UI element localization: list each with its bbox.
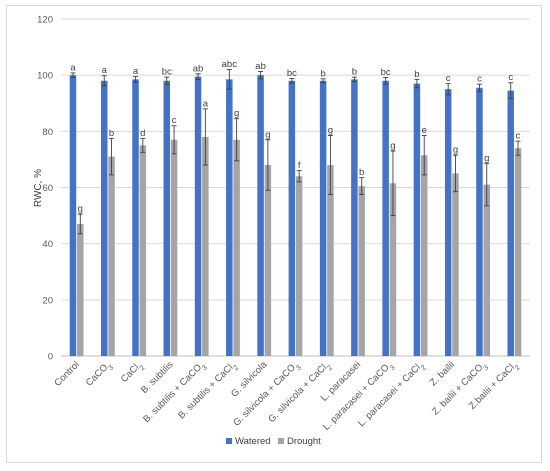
significance-letter: b (352, 67, 357, 78)
bar-drought (233, 139, 240, 356)
legend-label-watered: Watered (235, 436, 271, 447)
bar-watered (413, 83, 421, 356)
x-tick-text: Control (52, 359, 81, 388)
significance-letter: g (390, 140, 395, 151)
significance-letter: ab (193, 63, 204, 74)
y-axis-title: RWC, % (33, 169, 44, 207)
x-tick-subscript: 3 (482, 364, 490, 372)
bar-watered (444, 89, 452, 356)
legend: Watered Drought (226, 436, 321, 447)
x-tick-label: Control (52, 359, 81, 388)
bar-watered (101, 80, 108, 357)
x-tick-subscript: 3 (295, 364, 303, 372)
significance-letter: g (234, 108, 239, 119)
significance-letter: c (508, 72, 513, 83)
significance-letter: b (414, 69, 419, 80)
x-tick-subscript: 2 (420, 364, 428, 372)
bar-drought (514, 148, 522, 356)
significance-letter: c (446, 73, 451, 84)
significance-letter: c (172, 115, 177, 126)
x-tick-text: L. paracasei + CaCl (356, 362, 423, 429)
x-tick-subscript: 2 (138, 364, 146, 372)
legend-swatch-drought (278, 438, 284, 444)
y-tick-label: 0 (48, 352, 53, 363)
bar-watered (163, 80, 171, 357)
x-tick-label: CaCl2 (119, 359, 146, 386)
significance-letter: g (484, 153, 489, 164)
bar-watered (194, 76, 202, 356)
gridlines (61, 18, 530, 357)
significance-letter: e (422, 125, 427, 136)
bar-drought (202, 136, 209, 356)
x-tick-subscript: 2 (232, 364, 240, 372)
bar-drought (358, 186, 365, 356)
bar-drought (170, 139, 178, 356)
x-tick-label: Z. bailii (428, 359, 457, 388)
x-tick-subscript: 3 (201, 364, 209, 372)
bar-drought (483, 184, 490, 356)
x-tick-subscript: 2 (514, 364, 522, 372)
significance-letter: c (477, 74, 482, 85)
significance-letter: bc (381, 67, 391, 78)
significance-letter: a (133, 66, 139, 77)
bar-watered (69, 75, 77, 357)
significance-letter: b (109, 128, 114, 139)
significance-letter: a (203, 98, 209, 109)
y-tick-label: 80 (42, 127, 53, 138)
bar-watered (319, 80, 327, 357)
bar-drought (327, 165, 334, 356)
y-axis-ticks: 0 20 40 60 80 100 120 (37, 15, 53, 363)
bar-drought (77, 224, 84, 356)
bar-watered (132, 79, 139, 357)
significance-letter: c (516, 131, 521, 142)
legend-label-drought: Drought (287, 436, 321, 447)
significance-letter: abc (222, 59, 238, 70)
significance-letter: bc (287, 68, 297, 79)
bar-watered (226, 79, 233, 357)
y-tick-label: 40 (42, 239, 53, 250)
y-tick-label: 20 (42, 295, 53, 306)
significance-letter: ab (255, 61, 266, 72)
significance-letter: f (298, 160, 301, 171)
x-tick-text: CaCl (119, 362, 142, 385)
x-tick-subscript: 3 (107, 364, 115, 372)
significance-letter: g (265, 129, 270, 140)
y-tick-label: 60 (42, 183, 53, 194)
y-tick-label: 100 (37, 71, 53, 82)
bar-watered (382, 80, 389, 357)
bar-drought (139, 145, 147, 356)
bar-watered (476, 87, 483, 356)
significance-letter: a (70, 62, 76, 73)
significance-letter: d (140, 128, 145, 139)
x-tick-subscript: 2 (326, 364, 334, 372)
x-tick-text: CaCO (84, 362, 110, 388)
bar-drought (108, 156, 115, 356)
x-tick-text: Z. bailii (428, 359, 457, 388)
y-tick-label: 120 (37, 15, 53, 26)
x-tick-label: CaCO3 (84, 359, 115, 390)
significance-letter: b (320, 68, 325, 79)
significance-letter: g (453, 145, 458, 156)
significance-letter: bc (162, 67, 172, 78)
bar-drought (452, 173, 459, 356)
significance-letter: g (328, 125, 333, 136)
bar-watered (257, 75, 264, 357)
x-tick-subscript: 3 (388, 364, 396, 372)
significance-letter: a (102, 65, 108, 76)
x-tick-text: B. subtilis + CaCO (141, 362, 204, 425)
bar-watered (351, 79, 358, 357)
significance-letter: g (78, 204, 83, 215)
significance-letter: b (359, 167, 364, 178)
bar-drought (420, 155, 428, 356)
bar-watered (288, 80, 296, 357)
x-tick-text: G. silvicola + CaCl (266, 362, 329, 425)
bar-watered (507, 90, 514, 357)
bar-drought (389, 183, 397, 356)
legend-swatch-watered (226, 438, 232, 444)
bar-drought (295, 176, 303, 356)
bar-drought (264, 165, 272, 356)
